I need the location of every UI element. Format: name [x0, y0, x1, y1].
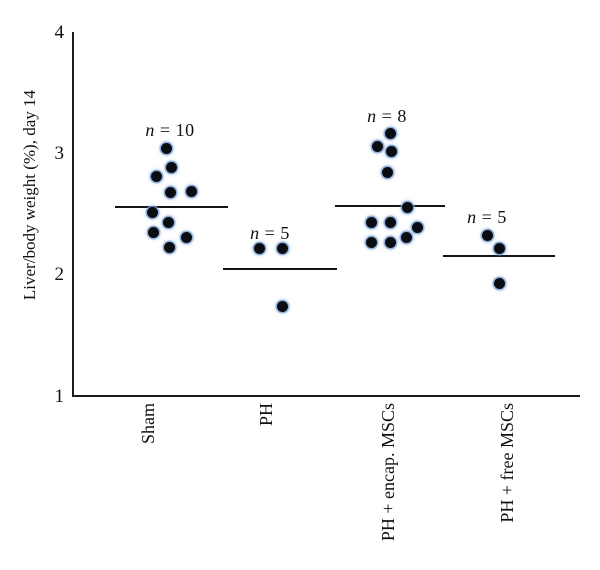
group-mean-line [335, 205, 445, 207]
data-point [160, 143, 172, 155]
n-value: = 5 [259, 223, 290, 243]
data-point [401, 201, 413, 213]
group-mean-line [115, 206, 228, 209]
group-n-label: n = 5 [417, 206, 557, 228]
n-variable: n [250, 223, 260, 243]
category-label: PH + free MSCs [497, 403, 517, 523]
category-label: PH [256, 403, 276, 427]
data-point [384, 127, 396, 139]
data-point [146, 206, 158, 218]
group-n-label: n = 8 [317, 105, 457, 127]
data-point [481, 229, 493, 241]
data-point [384, 236, 396, 248]
data-point [381, 166, 393, 178]
n-variable: n [145, 120, 155, 140]
y-axis-line [72, 32, 74, 397]
data-point [365, 236, 377, 248]
y-tick-label: 1 [54, 385, 65, 407]
n-value: = 5 [476, 207, 507, 227]
data-point [276, 242, 288, 254]
data-point [493, 242, 505, 254]
data-point [163, 241, 175, 253]
data-point [147, 227, 159, 239]
n-value: = 8 [376, 106, 407, 126]
data-point [253, 242, 265, 254]
data-point [276, 301, 288, 313]
data-point [185, 185, 197, 197]
data-point [384, 217, 396, 229]
data-point [164, 187, 176, 199]
data-point [162, 217, 174, 229]
group-mean-line [223, 268, 337, 271]
data-point [365, 217, 377, 229]
data-point [180, 232, 192, 244]
data-point [371, 141, 383, 153]
data-point [150, 171, 162, 183]
n-variable: n [367, 106, 377, 126]
data-point [165, 161, 177, 173]
x-axis-line [72, 395, 580, 397]
y-tick-label: 4 [54, 21, 65, 43]
category-label: Sham [138, 403, 158, 445]
y-tick-label: 3 [54, 142, 65, 164]
y-tick-label: 2 [54, 264, 65, 286]
data-point [400, 232, 412, 244]
group-mean-line [443, 254, 555, 257]
group-n-label: n = 5 [200, 222, 340, 244]
n-variable: n [467, 207, 477, 227]
n-value: = 10 [154, 120, 195, 140]
data-point [411, 222, 423, 234]
group-n-label: n = 10 [100, 119, 240, 141]
data-point [493, 278, 505, 290]
category-label: PH + encap. MSCs [378, 403, 398, 542]
data-point [385, 145, 397, 157]
